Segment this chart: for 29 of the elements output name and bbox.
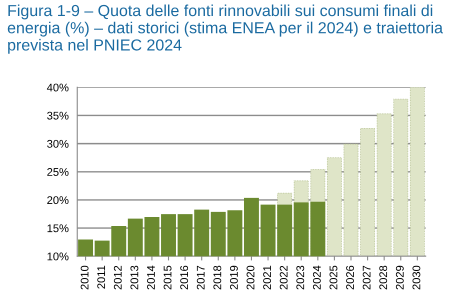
x-tick-label: 2030 [412, 266, 420, 290]
x-tick-label: 2026 [346, 266, 354, 290]
x-tick-label: 2021 [263, 266, 272, 290]
y-tick-label: 40% [46, 84, 69, 92]
x-tick-label: 2015 [164, 266, 172, 290]
x-tick-label: 2025 [330, 266, 338, 290]
y-tick-label: 35% [47, 112, 69, 120]
y-tick-label: 25% [47, 168, 69, 176]
x-tick-label: 2018 [213, 266, 222, 290]
y-tick-label: 20% [47, 196, 69, 204]
y-tick-label: 30% [47, 140, 69, 148]
x-tick-label: 2013 [130, 266, 138, 290]
x-tick-label: 2029 [396, 266, 404, 290]
x-tick-label: 2011 [97, 266, 106, 289]
y-tick-label: 15% [48, 224, 69, 232]
x-tick-label: 2016 [180, 266, 188, 290]
x-tick-label: 2028 [379, 266, 388, 290]
y-tick-label: 10% [48, 252, 69, 260]
x-tick-label: 2023 [296, 266, 304, 290]
x-tick-label: 2022 [280, 266, 288, 290]
x-tick-label: 2027 [362, 266, 371, 290]
x-tick-label: 2014 [147, 266, 155, 290]
x-tick-label: 2012 [114, 266, 122, 290]
x-tick-label: 2024 [312, 266, 321, 290]
x-tick-label: 2017 [196, 266, 205, 290]
x-tick-label: 2010 [80, 266, 89, 290]
x-tick-label: 2020 [246, 266, 254, 290]
x-tick-label: 2019 [230, 266, 238, 290]
chart-title: Figura 1-9 – Quota delle fonti rinnovabili sui consumi finali di energia (%) – dati storici (stima ENEA per il 2024) e traiettoria prevista nel PNIEC 2024 [8, 4, 443, 54]
